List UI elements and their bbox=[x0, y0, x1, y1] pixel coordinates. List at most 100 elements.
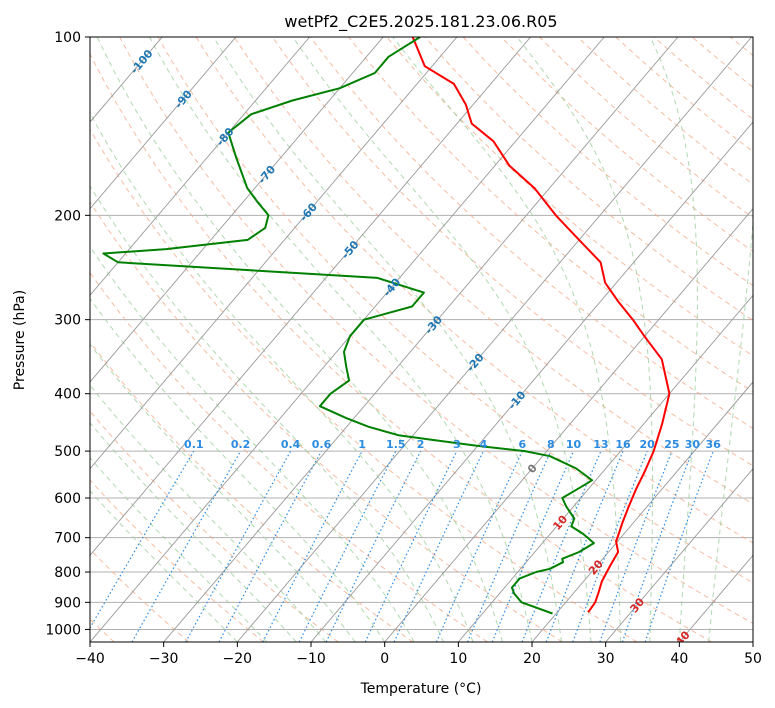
x-tick-label: −30 bbox=[149, 651, 179, 667]
y-tick-label: 900 bbox=[54, 595, 81, 611]
mixing-ratio-line bbox=[218, 450, 323, 642]
x-tick-label: −40 bbox=[75, 651, 105, 667]
mixing-ratio-label: 10 bbox=[566, 438, 582, 451]
isotherm-line bbox=[163, 37, 679, 642]
isotherm-line bbox=[384, 207, 753, 642]
mixing-ratio-label: 4 bbox=[480, 438, 488, 451]
moist-adiabat bbox=[149, 37, 533, 642]
moist-adiabats bbox=[90, 37, 753, 642]
mixing-ratio-line bbox=[185, 450, 292, 642]
x-tick-label: 50 bbox=[744, 651, 762, 667]
dewpoint-profile bbox=[102, 37, 595, 615]
y-tick-label: 700 bbox=[54, 531, 81, 547]
temperature-profile bbox=[411, 37, 671, 613]
x-tick-label: 40 bbox=[670, 651, 688, 667]
mixing-ratio-label: 0.1 bbox=[184, 438, 204, 451]
isotherm-line bbox=[310, 121, 753, 642]
dry-adiabat bbox=[90, 548, 190, 642]
moist-adiabat bbox=[90, 457, 268, 642]
mixing-ratio-label: 20 bbox=[640, 438, 656, 451]
moist-adiabat bbox=[90, 343, 356, 642]
chart-title: wetPf2_C2E5.2025.181.23.06.R05 bbox=[284, 12, 557, 32]
mixing-ratio-label: 0.6 bbox=[312, 438, 332, 451]
moist-adiabat bbox=[90, 384, 327, 642]
moist-adiabat bbox=[90, 245, 415, 642]
y-tick-label: 200 bbox=[54, 208, 81, 224]
x-axis-label: Temperature (°C) bbox=[360, 681, 482, 697]
mixing-ratio-label: 0.4 bbox=[281, 438, 301, 451]
moist-adiabat bbox=[649, 37, 698, 642]
x-tick-label: 20 bbox=[523, 651, 541, 667]
y-tick-label: 400 bbox=[54, 387, 81, 403]
y-tick-label: 100 bbox=[54, 30, 81, 46]
isotherm-line bbox=[457, 294, 753, 642]
dry-adiabat bbox=[119, 37, 753, 624]
isotherm-line bbox=[90, 37, 531, 557]
moist-adiabat bbox=[708, 216, 753, 642]
dry-adiabat bbox=[90, 479, 264, 642]
mixing-ratio-line bbox=[644, 450, 714, 642]
isotherm-line bbox=[90, 37, 237, 210]
mixing-ratio-line bbox=[298, 450, 397, 642]
dry-adiabat bbox=[90, 128, 638, 642]
x-tick-label: 30 bbox=[597, 651, 615, 667]
mixing-ratio-label: 2 bbox=[417, 438, 425, 451]
sounding-profiles bbox=[102, 37, 671, 615]
y-axis: 100 200 300 400 500 600 700 800 900 1000 bbox=[45, 30, 90, 638]
x-tick-label: −10 bbox=[296, 651, 326, 667]
y-tick-label: 300 bbox=[54, 313, 81, 329]
dry-adiabat bbox=[90, 52, 712, 642]
isotherm-line bbox=[531, 381, 753, 642]
mixing-ratio-label: 25 bbox=[664, 438, 679, 451]
isotherms bbox=[90, 37, 753, 642]
dry-adiabat bbox=[90, 410, 339, 642]
mixing-ratio-line bbox=[435, 450, 523, 642]
dry-adiabat bbox=[90, 271, 488, 642]
isotherm-line bbox=[90, 37, 384, 383]
mixing-ratio-label: 3 bbox=[453, 438, 461, 451]
moist-adiabat bbox=[90, 185, 445, 642]
y-tick-label: 600 bbox=[54, 491, 81, 507]
moist-adiabat bbox=[516, 37, 653, 642]
isotherm-line bbox=[90, 37, 605, 642]
mixing-ratio-label: 13 bbox=[593, 438, 608, 451]
moist-adiabat bbox=[90, 422, 297, 642]
mixing-ratio-label: 1 bbox=[358, 438, 366, 451]
x-axis: −40 −30 −20 −10 0 10 20 30 40 50 bbox=[75, 642, 762, 667]
isotherm-line bbox=[605, 467, 753, 642]
mixing-ratio-line bbox=[491, 450, 575, 642]
mixing-ratio-lines bbox=[90, 450, 714, 642]
dry-adiabat bbox=[424, 37, 753, 322]
mixing-ratio-label: 8 bbox=[547, 438, 555, 451]
x-tick-label: −20 bbox=[223, 651, 253, 667]
isotherm-line bbox=[90, 37, 458, 470]
dry-adiabat bbox=[386, 37, 753, 357]
mixing-ratio-line bbox=[466, 450, 552, 642]
mixing-ratio-label: 36 bbox=[706, 438, 722, 451]
x-tick-label: 0 bbox=[380, 651, 389, 667]
y-axis-label: Pressure (hPa) bbox=[12, 290, 28, 390]
mixing-ratio-label: 16 bbox=[615, 438, 631, 451]
y-tick-label: 800 bbox=[54, 565, 81, 581]
y-tick-label: 1000 bbox=[45, 622, 81, 638]
isotherm-line bbox=[236, 37, 752, 642]
moist-adiabat bbox=[392, 37, 621, 642]
dry-adiabat bbox=[157, 37, 753, 584]
moist-adiabat bbox=[292, 37, 592, 642]
mixing-ratio-label: 30 bbox=[685, 438, 701, 451]
mixing-ratio-line bbox=[325, 450, 422, 642]
dry-adiabat bbox=[310, 37, 753, 430]
pressure-gridlines bbox=[90, 37, 753, 630]
mixing-ratio-line bbox=[621, 450, 693, 642]
dry-adiabat bbox=[90, 201, 563, 642]
isotherm-line bbox=[90, 37, 310, 297]
mixing-ratio-label: 0.2 bbox=[231, 438, 251, 451]
plot-area: 0.1 0.2 0.4 0.6 1 1.5 2 3 4 6 8 10 13 16 20 25 30 36-100-… bbox=[90, 37, 753, 642]
plot-frame bbox=[89, 36, 754, 643]
y-tick-label: 500 bbox=[54, 444, 81, 460]
mixing-ratio-line bbox=[521, 450, 602, 642]
mixing-ratio-line bbox=[599, 450, 673, 642]
mixing-ratio-line bbox=[545, 450, 624, 642]
dry-adiabat bbox=[233, 37, 753, 505]
